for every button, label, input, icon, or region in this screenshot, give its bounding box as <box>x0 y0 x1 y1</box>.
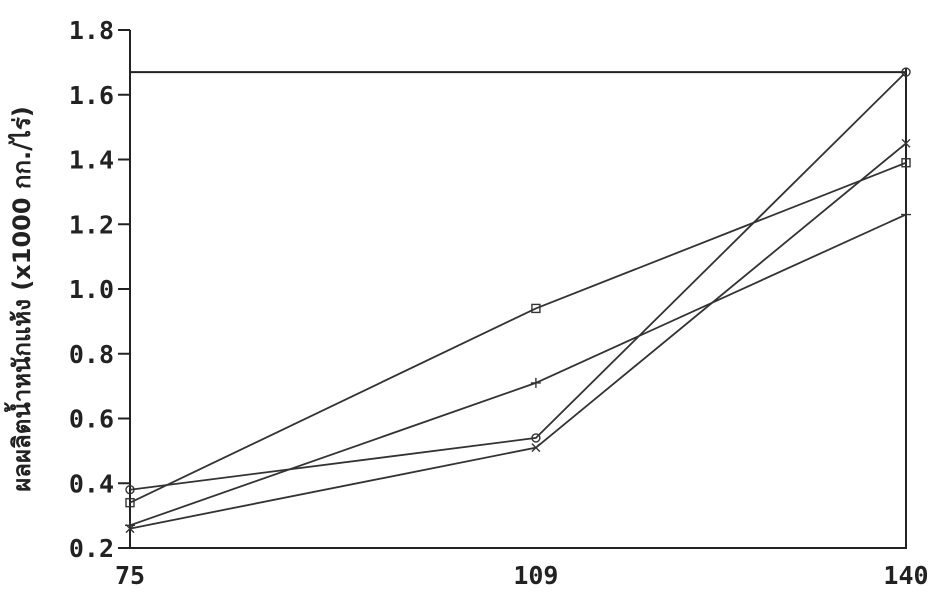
y-tick-label: 0.4 <box>69 469 114 498</box>
y-tick-label: 1.8 <box>69 16 114 45</box>
data-point <box>530 377 541 388</box>
data-point <box>125 485 135 495</box>
y-tick-label: 1.0 <box>69 275 114 304</box>
series-line <box>129 142 907 530</box>
data-point <box>901 138 911 148</box>
y-tick-label: 0.2 <box>69 534 114 563</box>
y-tick-label: 0.6 <box>69 405 114 434</box>
data-point <box>531 433 541 443</box>
y-tick-label: 1.6 <box>69 81 114 110</box>
x-tick-label: 75 <box>115 561 145 590</box>
data-point <box>125 524 135 534</box>
data-point <box>531 303 541 314</box>
axes <box>129 30 907 549</box>
series-layer <box>125 67 911 534</box>
series-line <box>129 213 907 527</box>
y-tick-label: 1.4 <box>69 146 114 175</box>
data-point <box>901 67 911 77</box>
data-point <box>125 497 135 508</box>
data-point <box>531 443 541 453</box>
x-tick-label: 140 <box>883 561 928 590</box>
y-tick-label: 0.8 <box>69 340 114 369</box>
data-point <box>901 158 911 168</box>
x-tick-label: 109 <box>513 561 558 590</box>
y-ticks: 0.2 0.4 0.6 0.8 1.0 1.2 1.4 1.6 1.8 <box>69 16 130 563</box>
y-axis-title: ผลผลิตน้ำหนักแห้ง (x1000 กก./ไร่) <box>3 106 36 492</box>
x-ticks: 75 109 140 <box>115 561 929 590</box>
series-line <box>129 71 907 491</box>
data-point <box>901 209 911 220</box>
axis-frame <box>129 30 907 549</box>
series-line <box>129 161 907 504</box>
y-tick-label: 1.2 <box>69 210 114 239</box>
